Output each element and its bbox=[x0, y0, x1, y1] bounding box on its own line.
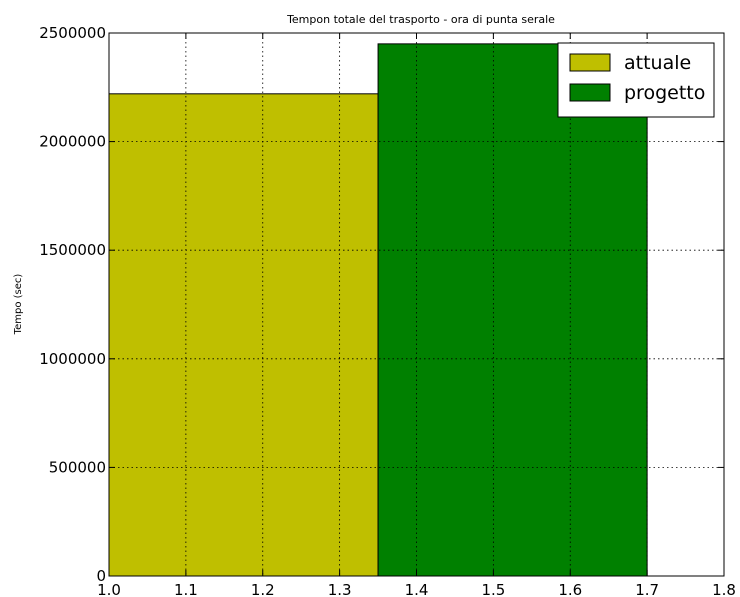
x-tick-label: 1.1 bbox=[174, 581, 198, 597]
y-tick-labels: 0 500000 1000000 1500000 2000000 2500000 bbox=[39, 24, 106, 585]
legend-label-attuale: attuale bbox=[624, 52, 691, 74]
bar-attuale bbox=[108, 93, 379, 577]
ticks-group bbox=[108, 32, 725, 577]
x-tick-labels: 1.0 1.1 1.2 1.3 1.4 1.5 1.6 1.7 1.8 bbox=[97, 581, 736, 597]
legend-label-progetto: progetto bbox=[624, 82, 705, 104]
x-tick-label: 1.5 bbox=[481, 581, 505, 597]
bar-progetto bbox=[377, 43, 648, 577]
x-tick-label: 1.3 bbox=[328, 581, 352, 597]
y-tick-label: 0 bbox=[96, 567, 106, 585]
x-tick-label: 1.7 bbox=[635, 581, 659, 597]
y-tick-label: 2500000 bbox=[39, 24, 106, 42]
legend-swatch-progetto bbox=[569, 83, 611, 102]
y-tick-label: 1000000 bbox=[39, 350, 106, 368]
x-tick-label: 1.8 bbox=[712, 581, 736, 597]
x-tick-label: 1.6 bbox=[558, 581, 582, 597]
x-tick-label: 1.2 bbox=[251, 581, 275, 597]
grid-lines bbox=[109, 33, 724, 576]
y-tick-label: 1500000 bbox=[39, 241, 106, 259]
x-tick-label: 1.0 bbox=[97, 581, 121, 597]
y-tick-label: 500000 bbox=[49, 458, 106, 476]
y-tick-label: 2000000 bbox=[39, 133, 106, 151]
chart-title: Tempon totale del trasporto - ora di pun… bbox=[286, 13, 555, 26]
legend-swatch-attuale bbox=[569, 53, 611, 72]
bars-group bbox=[108, 43, 648, 577]
legend: attuale progetto bbox=[557, 42, 715, 118]
x-tick-label: 1.4 bbox=[405, 581, 429, 597]
y-axis-label: Tempo (sec) bbox=[13, 274, 24, 336]
